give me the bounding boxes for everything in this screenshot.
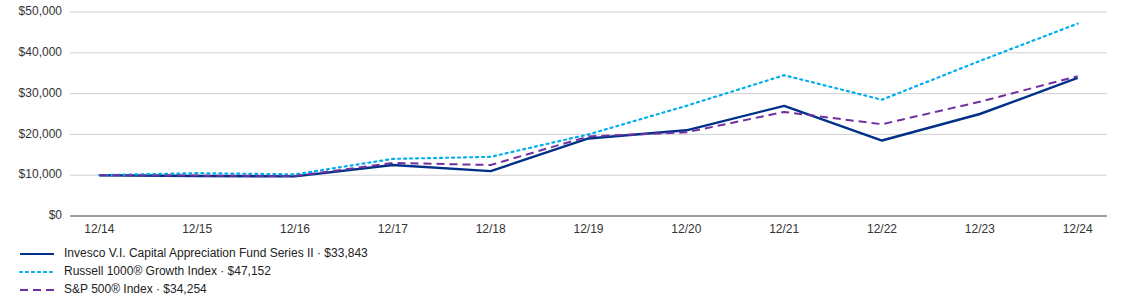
legend-label: S&P 500® Index · $34,254 [64, 282, 207, 296]
grid [70, 12, 1107, 216]
series-lines [99, 24, 1077, 177]
grid-line [70, 216, 1107, 217]
y-tick-label: $10,000 [19, 167, 63, 181]
legend-swatch [20, 289, 54, 291]
x-axis-line [70, 216, 1107, 217]
grid-line [70, 52, 1107, 53]
y-tick-label: $30,000 [19, 86, 63, 100]
y-tick-label: $40,000 [19, 45, 63, 59]
legend-label: Russell 1000® Growth Index · $47,152 [64, 264, 271, 278]
x-tick-label: 12/14 [84, 222, 114, 236]
chart: $0 $10,000 $20,000 $30,000 $40,000 $50,000 12/… [0, 0, 1123, 304]
legend-swatch [20, 271, 54, 273]
x-axis: 12/14 12/15 12/16 12/17 12/18 12/19 12/20 12/21… [84, 222, 1093, 236]
grid-line [70, 93, 1107, 94]
legend: Invesco V.I. Capital Appreciation Fund S… [20, 246, 368, 296]
legend-label: Invesco V.I. Capital Appreciation Fund S… [64, 246, 368, 260]
x-tick-label: 12/21 [769, 222, 799, 236]
x-tick-label: 12/20 [671, 222, 701, 236]
y-tick-label: $0 [49, 208, 63, 222]
y-axis: $0 $10,000 $20,000 $30,000 $40,000 $50,000 [19, 4, 63, 222]
x-tick-label: 12/22 [867, 222, 897, 236]
grid-line [70, 12, 1107, 13]
legend-swatch [20, 253, 54, 255]
y-tick-label: $50,000 [19, 4, 63, 18]
x-tick-label: 12/18 [476, 222, 506, 236]
chart-container: $0 $10,000 $20,000 $30,000 $40,000 $50,000 12/… [0, 0, 1123, 304]
x-tick-label: 12/19 [573, 222, 603, 236]
x-tick-label: 12/17 [378, 222, 408, 236]
series-line [99, 24, 1077, 176]
x-tick-label: 12/24 [1063, 222, 1093, 236]
x-tick-label: 12/15 [182, 222, 212, 236]
series-line [99, 78, 1077, 177]
y-tick-label: $20,000 [19, 127, 63, 141]
x-tick-label: 12/23 [965, 222, 995, 236]
x-tick-label: 12/16 [280, 222, 310, 236]
series-line [99, 76, 1077, 176]
